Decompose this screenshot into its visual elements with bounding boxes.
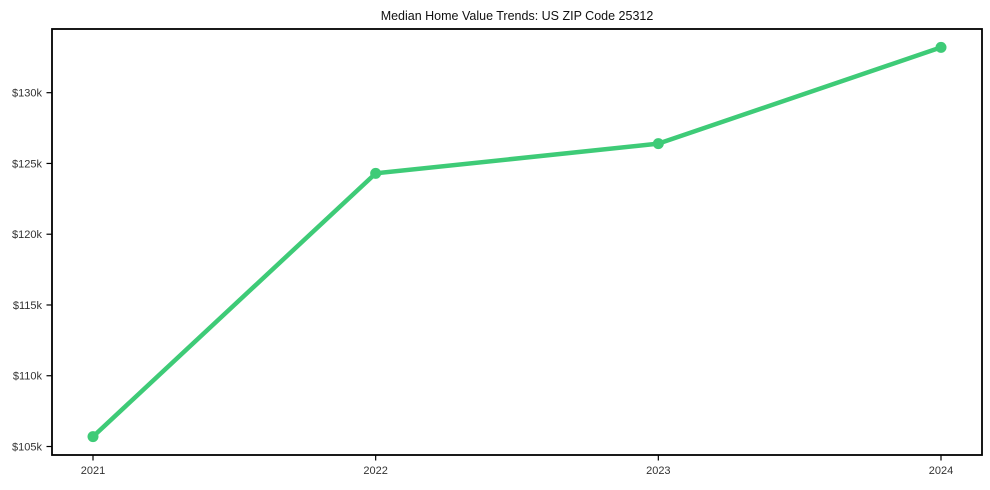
- plot-border: [51, 28, 983, 456]
- data-point-2024: [935, 41, 947, 53]
- series-layer: [87, 41, 947, 443]
- x-axis-tick-label: 2023: [646, 465, 670, 477]
- y-axis-tick-label: $130k: [12, 87, 42, 99]
- y-axis-tick-label: $105k: [12, 441, 42, 453]
- data-point-2023: [652, 138, 664, 150]
- y-axis-tick-label: $115k: [13, 300, 43, 312]
- trend-line: [90, 45, 944, 439]
- x-axis-tick-label: 2024: [929, 465, 953, 477]
- x-axis-tick-label: 2021: [81, 465, 105, 477]
- data-point-2022: [370, 167, 382, 179]
- axis-ticks-layer: $105k $110k $115k $120k $125k $130k 2021 2022 20…: [12, 87, 953, 477]
- y-axis-tick-label: $120k: [12, 229, 42, 241]
- data-point-2021: [87, 431, 99, 443]
- y-axis-tick-label: $110k: [13, 371, 43, 383]
- x-axis-tick-label: 2022: [363, 465, 387, 477]
- chart-title: Median Home Value Trends: US ZIP Code 25…: [381, 9, 654, 23]
- y-axis-tick-label: $125k: [12, 158, 42, 170]
